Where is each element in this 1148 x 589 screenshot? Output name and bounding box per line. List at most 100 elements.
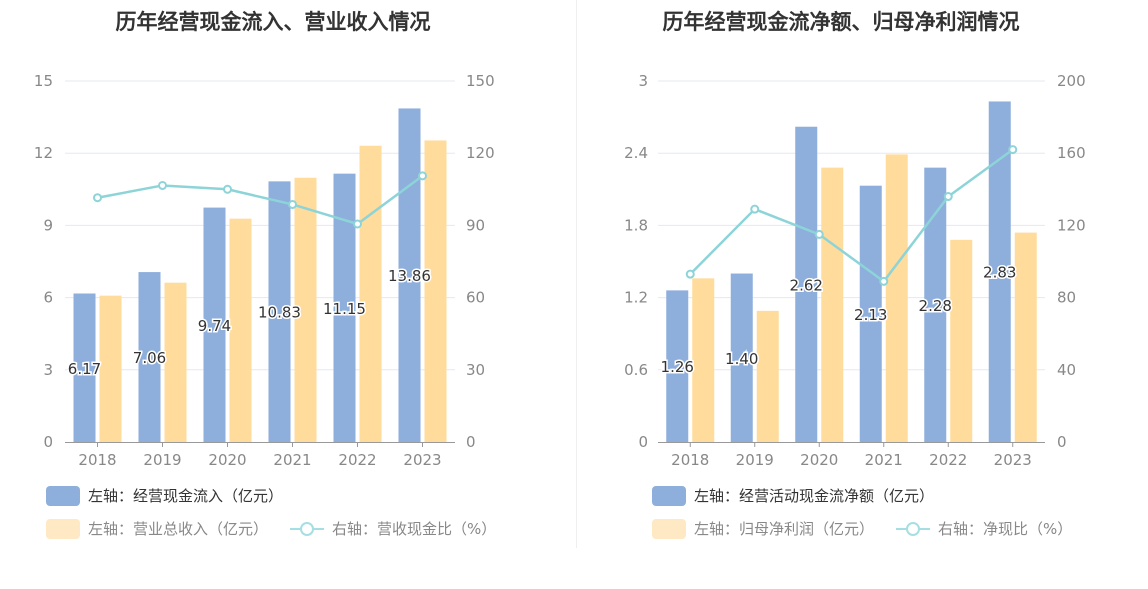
legend-swatch-yellow — [652, 518, 686, 539]
line-point — [879, 276, 889, 286]
bar — [203, 207, 226, 442]
legend-row-1: 左轴：经营活动现金流净额（亿元） — [652, 485, 934, 506]
bar — [885, 154, 908, 443]
bar — [821, 167, 844, 442]
chart-title: 历年经营现金流入、营业收入情况 — [115, 10, 431, 34]
legend-item[interactable]: 右轴：净现比（%） — [896, 518, 1072, 539]
y-tick-label-left: 0.6 — [624, 361, 648, 379]
bar — [268, 181, 291, 442]
bar — [333, 173, 356, 442]
data-label: 7.06 — [133, 349, 166, 367]
line-point — [943, 192, 953, 202]
bar — [692, 278, 715, 442]
legend-row-2: 左轴：归母净利润（亿元） 右轴：净现比（%） — [652, 518, 1072, 539]
y-tick-label-left: 15 — [34, 72, 53, 90]
legend-label: 右轴：营收现金比（%） — [332, 520, 497, 538]
legend-swatch-blue — [652, 485, 686, 506]
line-point — [93, 193, 102, 203]
x-tick-label: 2023 — [994, 451, 1032, 469]
line-point — [158, 180, 167, 190]
bar — [398, 108, 421, 442]
bar — [756, 310, 779, 442]
legend-swatch-blue — [46, 485, 80, 506]
y-tick-label-right: 60 — [466, 289, 485, 307]
line-point — [750, 204, 760, 214]
data-label: 2.83 — [983, 264, 1016, 282]
legend-item[interactable]: 左轴：营业总收入（亿元） — [46, 518, 268, 539]
y-tick-label-left: 6 — [43, 289, 53, 307]
legend-row-1: 左轴：经营现金流入（亿元） — [46, 485, 283, 506]
x-tick-label: 2021 — [273, 451, 311, 469]
x-tick-label: 2020 — [208, 451, 246, 469]
bar — [229, 218, 252, 442]
bar — [73, 293, 96, 442]
bar — [924, 167, 947, 442]
line-series — [97, 174, 424, 226]
y-tick-label-right: 80 — [1057, 289, 1076, 307]
data-label: 1.26 — [661, 358, 694, 376]
line-point — [353, 219, 362, 229]
legend-item[interactable]: 左轴：经营活动现金流净额（亿元） — [652, 485, 934, 506]
bar — [795, 126, 818, 442]
data-label: 2.62 — [790, 276, 823, 294]
line-series — [689, 148, 1014, 284]
data-label: 9.74 — [198, 317, 231, 335]
y-tick-label-right: 160 — [1057, 144, 1086, 162]
y-tick-label-right: 40 — [1057, 361, 1076, 379]
y-tick-label-right: 200 — [1057, 72, 1086, 90]
y-tick-label-right: 0 — [466, 433, 476, 451]
legend-label: 左轴：经营活动现金流净额（亿元） — [694, 487, 935, 505]
data-label: 10.83 — [258, 304, 301, 322]
data-label: 6.17 — [68, 360, 101, 378]
bar — [164, 282, 187, 442]
x-tick-label: 2020 — [800, 451, 838, 469]
y-tick-label-right: 0 — [1057, 433, 1067, 451]
x-tick-label: 2022 — [338, 451, 376, 469]
legend-line-marker-icon — [290, 519, 325, 539]
y-tick-label-right: 30 — [466, 361, 485, 379]
bar — [730, 273, 753, 442]
y-tick-label-right: 90 — [466, 216, 485, 234]
plot-area: 0 0.6 1.2 1.8 2.4 3 0 40 80 120 160 200 2018 2019 2020… — [624, 72, 1086, 469]
x-tick-label: 2018 — [671, 451, 709, 469]
data-label: 2.28 — [919, 297, 952, 315]
bar — [1014, 232, 1037, 442]
legend-line-marker-icon — [896, 519, 931, 539]
bar — [359, 145, 382, 443]
y-tick-label-left: 9 — [43, 216, 53, 234]
y-tick-label-left: 2.4 — [624, 144, 648, 162]
data-label: 2.13 — [854, 306, 887, 324]
x-tick-label: 2022 — [929, 451, 967, 469]
panel-divider — [576, 0, 577, 548]
bar — [99, 295, 122, 442]
legend-label: 左轴：归母净利润（亿元） — [694, 520, 875, 538]
chart-panel-right: 历年经营现金流净额、归母净利润情况 0 0.6 1.2 1.8 2.4 3 0 40 80 120… — [574, 0, 1148, 589]
line-point — [814, 229, 824, 239]
bar — [950, 239, 973, 442]
line-point — [1008, 145, 1018, 155]
legend-item[interactable]: 右轴：营收现金比（%） — [290, 518, 496, 539]
chart-panel-left: 历年经营现金流入、营业收入情况 0 3 6 9 12 15 0 30 60 90 120 150 201… — [34, 10, 496, 539]
legend-item[interactable]: 左轴：归母净利润（亿元） — [652, 518, 874, 539]
legend-label: 左轴：经营现金流入（亿元） — [88, 487, 284, 505]
line-point — [223, 184, 232, 194]
y-tick-label-left: 1.8 — [624, 216, 648, 234]
y-tick-label-right: 120 — [1057, 216, 1086, 234]
x-tick-label: 2023 — [403, 451, 441, 469]
data-label: 13.86 — [388, 267, 431, 285]
y-tick-label-left: 12 — [34, 144, 53, 162]
bar — [138, 272, 161, 442]
bar — [988, 101, 1011, 442]
line-point — [418, 171, 427, 181]
y-tick-label-left: 0 — [43, 433, 53, 451]
bar — [666, 290, 689, 442]
legend-item[interactable]: 左轴：经营现金流入（亿元） — [46, 485, 283, 506]
bar — [424, 140, 447, 442]
legend-swatch-yellow — [46, 518, 80, 539]
bar — [859, 185, 882, 442]
x-tick-label: 2019 — [736, 451, 774, 469]
y-tick-label-right: 150 — [466, 72, 495, 90]
bar — [294, 177, 317, 443]
y-tick-label-right: 120 — [466, 144, 495, 162]
